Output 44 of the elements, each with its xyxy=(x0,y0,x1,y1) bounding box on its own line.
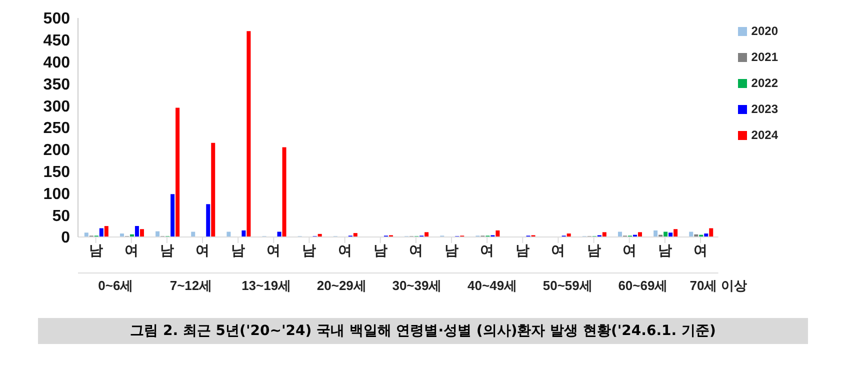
x-tick-label: 여 xyxy=(480,242,494,258)
text: 40~49세 xyxy=(468,278,518,294)
text: 그림 2. 최근 5년('20~'24) 국내 백일해 연령별·성별 (의사)환자 발생 현황('24.6.1. 기준) xyxy=(38,318,808,344)
y-tick-label: 0 xyxy=(61,230,70,247)
y-tick-label: 500 xyxy=(43,10,70,28)
y-tick-label: 450 xyxy=(43,32,70,50)
y-tick-label: 100 xyxy=(43,186,70,203)
x-tick-label: 남 xyxy=(444,242,459,258)
text: 13~19세 xyxy=(242,278,292,294)
x-tick-label: 남 xyxy=(302,242,316,258)
x-tick-label: 남 xyxy=(373,242,388,258)
x-tick-label: 여 xyxy=(694,242,708,258)
x-tick-label: 남 xyxy=(88,242,103,258)
y-tick-label: 50 xyxy=(52,208,70,225)
y-tick-label: 400 xyxy=(43,54,70,72)
x-tick-label: 남 xyxy=(231,242,246,258)
y-tick-label: 300 xyxy=(43,98,70,116)
y-tick-label: 150 xyxy=(43,164,70,181)
x-tick-label: 남 xyxy=(160,242,174,258)
y-tick-label: 200 xyxy=(43,142,70,160)
legend-label: 2020 xyxy=(751,24,778,38)
x-tick-label: 여 xyxy=(196,242,210,258)
y-tick-label: 250 xyxy=(43,120,70,138)
x-tick-label: 여 xyxy=(124,242,138,258)
text: 0~6세 xyxy=(98,278,134,294)
legend-label: 2024 xyxy=(751,128,778,142)
text: 20~29세 xyxy=(316,278,366,294)
x-tick-label: 여 xyxy=(622,242,636,258)
text: 30~39세 xyxy=(392,278,442,294)
x-tick-label: 여 xyxy=(551,242,566,258)
legend-label: 2023 xyxy=(751,102,778,116)
x-tick-label: 여 xyxy=(338,242,352,258)
x-tick-label: 여 xyxy=(266,242,281,258)
text: 70세 이상 xyxy=(690,278,747,294)
x-tick-label: 남 xyxy=(586,242,601,258)
legend-label: 2021 xyxy=(751,50,778,64)
legend-label: 2022 xyxy=(751,76,778,90)
x-tick-label: 남 xyxy=(658,242,672,258)
x-tick-label: 여 xyxy=(408,242,423,258)
text: 50~59세 xyxy=(542,278,592,294)
x-tick-label: 남 xyxy=(516,242,530,258)
text: 60~69세 xyxy=(618,278,668,294)
text: 7~12세 xyxy=(170,278,212,294)
y-tick-label: 350 xyxy=(43,76,70,94)
